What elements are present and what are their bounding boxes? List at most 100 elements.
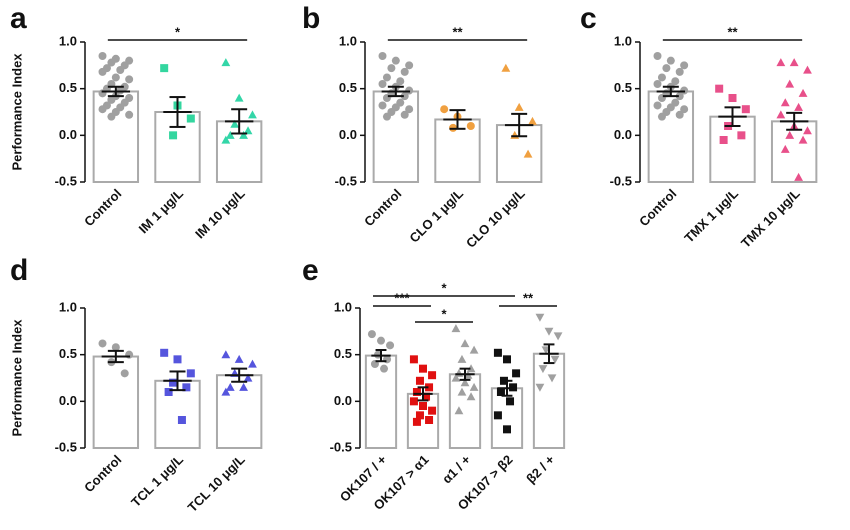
- data-point: [803, 65, 812, 74]
- data-point: [409, 355, 418, 364]
- data-point: [169, 131, 178, 140]
- data-point: [221, 387, 231, 396]
- y-axis-label: Performance Index: [9, 53, 24, 171]
- data-point: [98, 67, 107, 76]
- data-point: [125, 75, 134, 84]
- data-point: [169, 378, 178, 387]
- x-tick-label: TCL 10 μg/L: [185, 452, 248, 515]
- data-point: [512, 369, 521, 378]
- y-tick-label: 1.0: [614, 33, 632, 48]
- data-point: [239, 130, 249, 139]
- x-tick-label: TCL 1 μg/L: [128, 452, 186, 510]
- data-point: [457, 387, 467, 396]
- data-point: [496, 388, 505, 396]
- data-point: [186, 114, 195, 123]
- data-point: [535, 313, 545, 322]
- y-axis-label: Performance Index: [9, 319, 24, 437]
- data-point: [547, 374, 557, 383]
- data-point: [387, 64, 396, 73]
- data-point: [666, 56, 675, 65]
- data-point: [653, 52, 662, 60]
- x-tick-label: IM 10 μg/L: [192, 186, 248, 242]
- data-point: [367, 330, 376, 339]
- data-point: [680, 105, 689, 114]
- data-point: [419, 402, 427, 410]
- data-point: [425, 383, 434, 392]
- bar: [215, 374, 263, 450]
- data-point: [538, 365, 548, 374]
- data-point: [182, 383, 191, 392]
- data-point: [653, 101, 662, 110]
- data-point: [514, 102, 524, 111]
- panel-label: b: [302, 2, 320, 35]
- data-point: [116, 66, 125, 74]
- y-tick-label: -0.5: [55, 173, 77, 188]
- data-point: [553, 332, 563, 341]
- significance-label: *: [175, 24, 181, 39]
- data-point: [528, 116, 537, 125]
- data-point: [675, 67, 684, 76]
- y-tick-label: 0.5: [59, 346, 77, 361]
- data-point: [391, 56, 400, 65]
- y-tick-label: -0.5: [610, 173, 632, 188]
- data-point: [248, 110, 257, 119]
- data-point: [234, 354, 244, 363]
- x-tick-label: IM 1 μg/L: [136, 186, 186, 236]
- data-point: [160, 348, 169, 357]
- data-point: [469, 382, 479, 391]
- bar: [92, 90, 140, 183]
- error-bar: [443, 109, 472, 130]
- error-bar: [101, 349, 131, 364]
- error-bar: [381, 85, 411, 98]
- x-tick-label: TMX 10 μg/L: [738, 186, 803, 251]
- data-point: [382, 112, 391, 121]
- data-point: [221, 350, 231, 359]
- data-point: [125, 110, 134, 119]
- data-point: [662, 64, 671, 73]
- x-tick-label: Control: [81, 452, 124, 495]
- x-tick-label: CLO 10 μg/L: [463, 186, 528, 251]
- y-tick-label: 1.0: [59, 299, 77, 314]
- y-tick-label: 0.0: [339, 127, 357, 142]
- data-point: [243, 126, 253, 135]
- y-tick-label: 0.5: [59, 80, 77, 95]
- y-tick-label: 0.0: [59, 127, 77, 142]
- data-point: [425, 416, 434, 424]
- data-point: [428, 406, 437, 415]
- y-tick-label: 0.5: [614, 80, 632, 95]
- significance-label: *: [441, 280, 447, 295]
- error-bar: [504, 112, 534, 138]
- data-point: [378, 52, 387, 60]
- error-bar: [656, 85, 686, 98]
- x-tick-label: Control: [636, 186, 679, 229]
- data-point: [493, 348, 502, 357]
- y-tick-label: 1.0: [339, 33, 357, 48]
- data-point: [789, 58, 799, 67]
- data-point: [798, 135, 808, 144]
- y-tick-label: 0.0: [334, 393, 352, 408]
- error-bar: [539, 343, 559, 365]
- error-bar: [779, 111, 809, 131]
- y-tick-label: -0.5: [330, 439, 352, 454]
- data-point: [675, 110, 684, 119]
- data-point: [457, 354, 467, 363]
- data-point: [177, 416, 186, 424]
- panel-label: d: [10, 254, 28, 287]
- data-point: [503, 425, 511, 434]
- data-point: [98, 52, 107, 60]
- data-point: [221, 135, 231, 144]
- bar: [92, 355, 140, 449]
- data-point: [428, 371, 437, 380]
- data-point: [111, 343, 120, 352]
- data-point: [780, 98, 790, 107]
- data-point: [653, 80, 662, 88]
- y-tick-label: 0.0: [614, 127, 632, 142]
- data-point: [671, 77, 680, 86]
- data-point: [680, 61, 689, 70]
- error-bar: [101, 85, 131, 98]
- y-tick-label: 1.0: [334, 299, 352, 314]
